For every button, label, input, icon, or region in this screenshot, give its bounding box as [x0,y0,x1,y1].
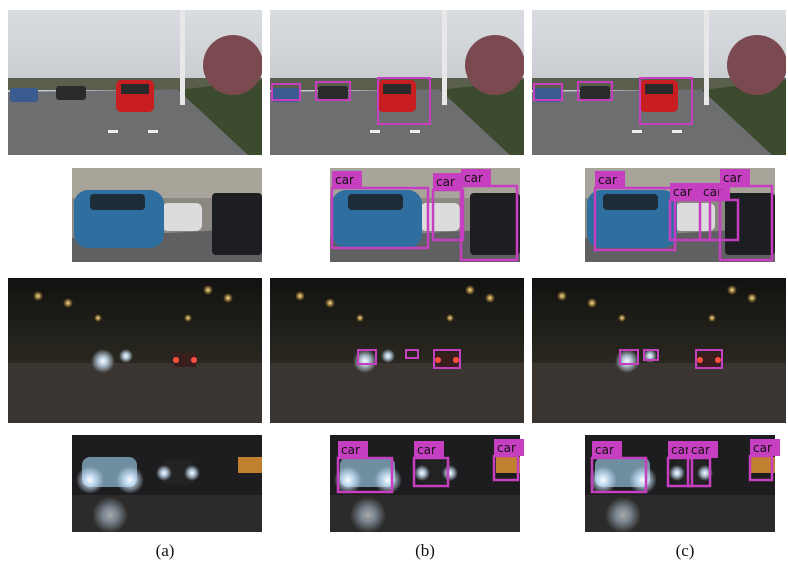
caption: (a) [156,541,175,560]
photo [8,10,263,155]
detection-label: car [497,441,516,455]
photo [72,168,262,262]
detection-label: car [464,171,483,185]
detection-label: car [595,443,614,457]
detection-label: car [691,443,710,457]
photo [270,10,525,155]
detection-label: car [417,443,436,457]
detection-label: car [341,443,360,457]
detection-label: car [436,175,455,189]
detection-label: car [671,443,690,457]
figure: (a) (b) (c) carcarcarcarcarcarcarcarcarc… [0,0,788,564]
caption: (b) [415,541,435,560]
photo [532,10,787,155]
detection-label: car [723,171,742,185]
photo [72,435,262,533]
detection-label: car [673,185,692,199]
photo [270,278,524,423]
caption: (c) [676,541,695,560]
photo [8,278,262,423]
detection-label: car [753,441,772,455]
detection-label: car [335,173,354,187]
detection-label: car [598,173,617,187]
